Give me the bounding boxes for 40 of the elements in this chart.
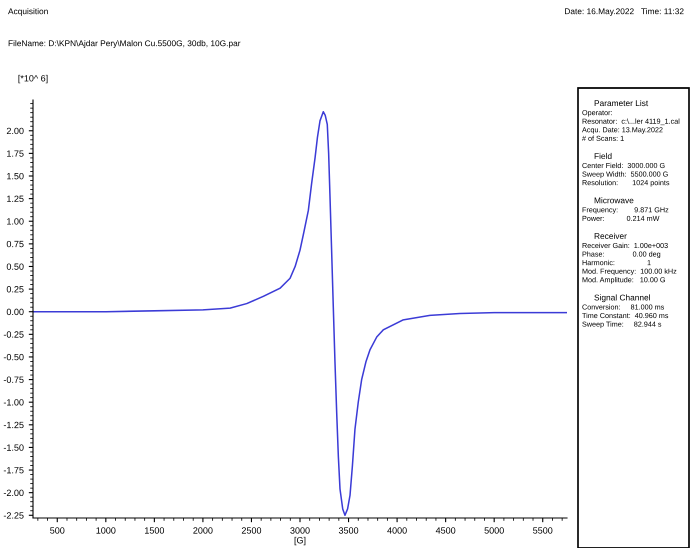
y-tick-label: 0.75 (6, 240, 24, 248)
y-tick-label: -0.50 (4, 354, 24, 360)
x-tick-label: 3000 (290, 527, 310, 534)
y-tick-label: 1.75 (7, 150, 24, 157)
y-tick-label: -0.75 (4, 376, 24, 383)
y-axis-title: [*10^ 6] (18, 74, 48, 84)
y-tick-label: -1.50 (4, 444, 24, 451)
text: FileName: D:\KPN\Ajdar Pery\Malon Cu.5500G, 30db, 10G.par (8, 40, 240, 48)
y-tick-label: 2.00 (6, 128, 24, 134)
y-tick-label: 0.50 (6, 263, 24, 270)
y-tick-label: -1.25 (4, 422, 24, 428)
x-tick-label: 5000 (484, 527, 504, 534)
x-tick-label: 500 (50, 527, 64, 534)
y-tick-label: -1.00 (4, 399, 24, 406)
text: Field (594, 152, 612, 160)
x-tick-label: 1500 (145, 527, 164, 534)
x-axis-title: [G] (294, 536, 306, 546)
y-tick-label: -2.00 (4, 490, 24, 496)
y-tick-label: 1.25 (7, 196, 24, 202)
x-tick-label: 2500 (242, 527, 262, 534)
text: Signal Channel (594, 294, 650, 302)
y-tick-label: -1.75 (4, 467, 24, 474)
text: Acquisition (8, 8, 48, 16)
x-tick-label: 3500 (338, 527, 358, 534)
x-tick-label: 4500 (436, 527, 456, 534)
text: Receiver (594, 232, 627, 239)
y-tick-label: 0.00 (6, 308, 24, 316)
x-tick-label: 5500 (533, 527, 552, 534)
text: Parameter List (594, 100, 648, 106)
text: Microwave (594, 197, 634, 204)
x-tick-label: 2000 (193, 527, 213, 534)
x-tick-label: 4000 (387, 527, 407, 534)
y-tick-label: 1.00 (7, 218, 24, 225)
y-tick-label: 0.25 (6, 286, 24, 292)
x-tick-label: 1000 (96, 527, 116, 534)
y-tick-label: -2.25 (4, 512, 24, 519)
line-series (33, 110, 567, 516)
y-tick-label: -0.25 (4, 331, 24, 338)
y-tick-label: 1.50 (7, 172, 24, 180)
text: Date: 16.May.2022 Time: 11:32 (565, 8, 684, 16)
